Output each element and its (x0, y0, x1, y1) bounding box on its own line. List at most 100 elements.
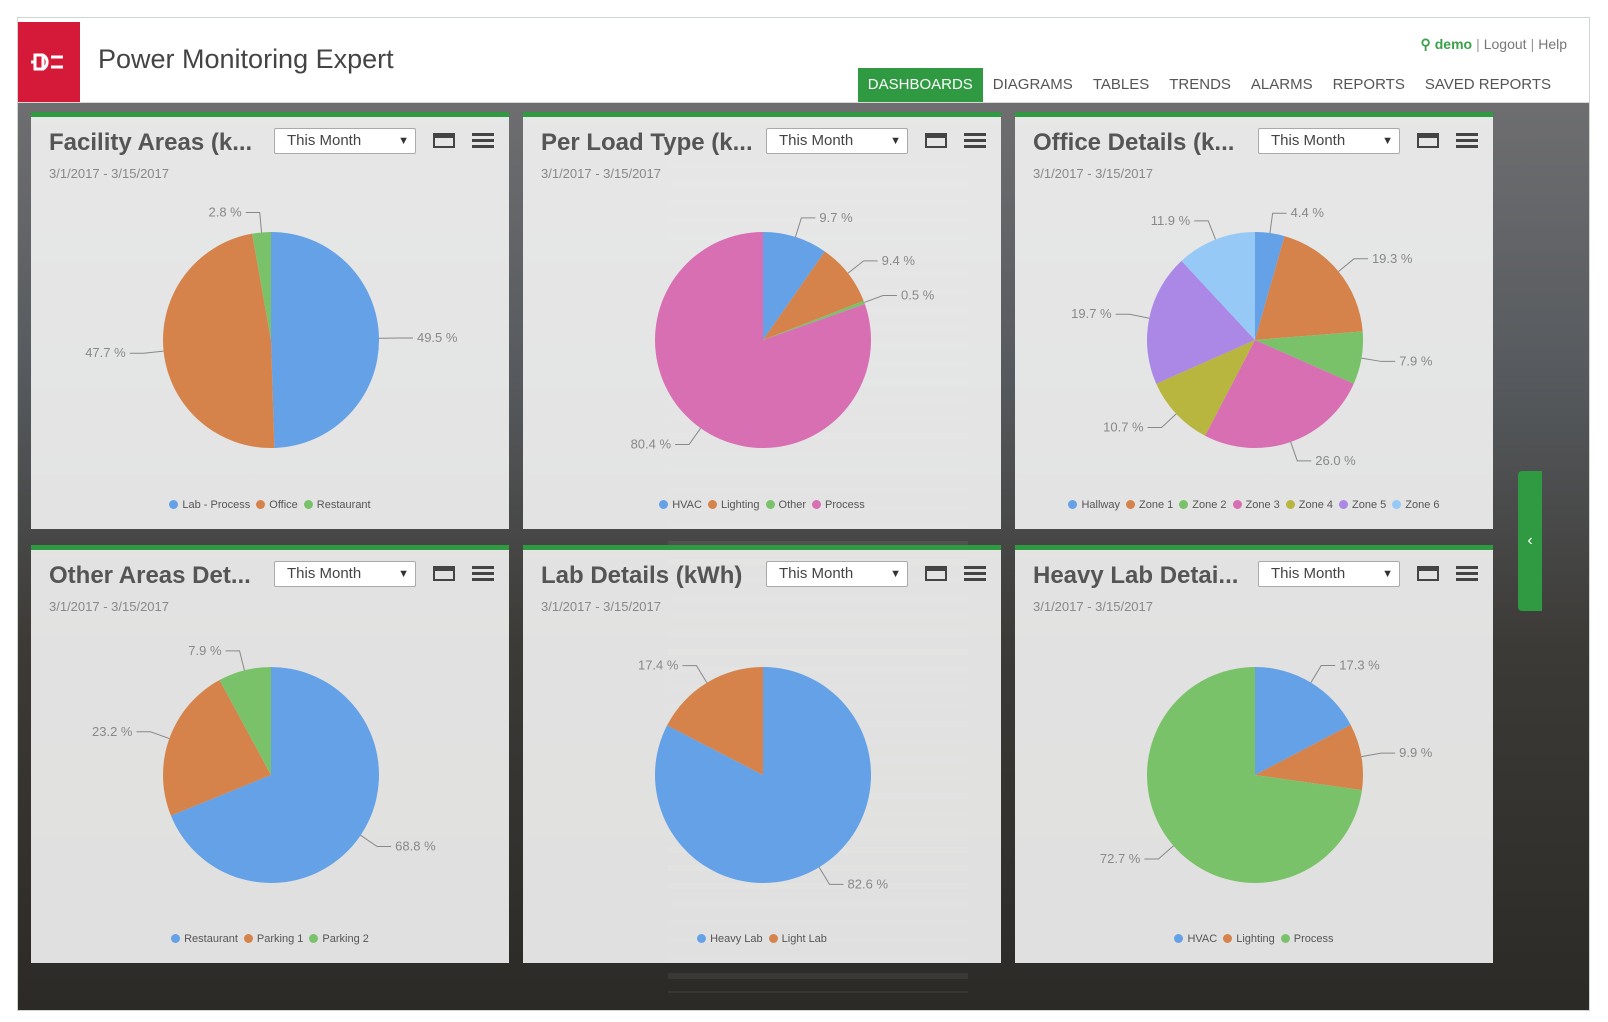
data-label: 23.2 % (92, 724, 133, 739)
tab-alarms[interactable]: ALARMS (1250, 76, 1313, 93)
pie-slice-light-lab[interactable] (667, 667, 763, 775)
pie-slice-zone-5[interactable] (1147, 260, 1255, 384)
legend-item[interactable]: Process (812, 499, 865, 511)
period-select[interactable]: This Month ▼ (1258, 128, 1400, 154)
legend-item[interactable]: Restaurant (303, 499, 371, 511)
legend-item[interactable]: Office (256, 499, 298, 511)
menu-icon[interactable] (1456, 133, 1478, 149)
legend-item[interactable]: Zone 5 (1339, 499, 1386, 511)
legend-item[interactable]: Lighting (707, 499, 760, 511)
pie-slice-zone-1[interactable] (1255, 236, 1363, 340)
maximize-icon[interactable] (1417, 566, 1439, 581)
legend-item[interactable]: Zone 4 (1285, 499, 1333, 511)
legend-item[interactable]: Restaurant (171, 933, 238, 945)
date-range: 3/1/2017 - 3/15/2017 (541, 166, 661, 181)
legend-item[interactable]: HVAC (1174, 933, 1217, 945)
legend-item[interactable]: Zone 2 (1179, 499, 1227, 511)
legend-label: Zone 6 (1405, 499, 1440, 511)
pie-slice-zone-3[interactable] (1205, 340, 1354, 448)
legend-item[interactable]: Heavy Lab (697, 933, 763, 945)
legend-label: HVAC (672, 499, 702, 511)
period-select[interactable]: This Month ▼ (274, 561, 416, 587)
logo[interactable] (18, 22, 80, 102)
legend-item[interactable]: Zone 1 (1126, 499, 1173, 511)
maximize-icon[interactable] (433, 566, 455, 581)
menu-icon[interactable] (472, 133, 494, 149)
legend-item[interactable]: Zone 6 (1392, 499, 1440, 511)
side-panel-toggle[interactable]: ‹ (1518, 471, 1542, 611)
tab-diagrams[interactable]: DIAGRAMS (992, 76, 1073, 93)
chart-legend: Lab - Process Office Restaurant (31, 499, 509, 511)
tab-trends[interactable]: TRENDS (1169, 76, 1231, 93)
data-label: 7.9 % (1399, 353, 1433, 368)
menu-icon[interactable] (964, 566, 986, 582)
pie-slice-hvac[interactable] (1255, 667, 1351, 775)
leader-line (1310, 664, 1336, 683)
legend-dot-icon (309, 934, 319, 943)
legend-label: Restaurant (184, 933, 238, 945)
pie-slice-zone-4[interactable] (1156, 340, 1255, 436)
pie-slice-lab-process[interactable] (271, 232, 380, 448)
maximize-icon[interactable] (925, 566, 947, 581)
legend-dot-icon (812, 500, 822, 509)
pie-slice-office[interactable] (162, 233, 275, 448)
pie-slice-process[interactable] (1147, 667, 1362, 883)
data-label: 9.9 % (1399, 745, 1433, 760)
caret-down-icon: ▼ (1382, 568, 1393, 580)
tab-reports[interactable]: REPORTS (1332, 76, 1405, 93)
legend-item[interactable]: Other (765, 499, 806, 511)
pie-slice-restaurant[interactable] (252, 232, 271, 340)
help-link[interactable]: Help (1538, 36, 1567, 52)
legend-item[interactable]: Parking 2 (309, 933, 369, 945)
maximize-icon[interactable] (433, 133, 455, 148)
tab-saved-reports[interactable]: SAVED REPORTS (1424, 76, 1551, 93)
maximize-icon[interactable] (1417, 133, 1439, 148)
pie-chart: 4.4 % 19.3 % 7.9 % 26.0 % 10.7 % 19.7 % 11.9 % (1015, 195, 1493, 495)
period-select[interactable]: This Month ▼ (766, 561, 908, 587)
maximize-icon[interactable] (925, 133, 947, 148)
pie-slice-process[interactable] (655, 232, 871, 448)
data-label: 4.4 % (1291, 205, 1325, 220)
pie-slice-hallway[interactable] (1255, 232, 1285, 340)
chart-legend: HVAC Lighting Process (1015, 933, 1493, 945)
legend-item[interactable]: Hallway (1068, 499, 1120, 511)
panel-title: Heavy Lab Detai... (1033, 562, 1239, 589)
period-select[interactable]: This Month ▼ (766, 128, 908, 154)
pie-chart: 82.6 % 17.4 % (523, 628, 1001, 928)
pie-slice-parking-1[interactable] (163, 680, 271, 816)
data-label: 47.7 % (85, 345, 126, 360)
pie-slice-lighting[interactable] (1255, 724, 1363, 791)
legend-item[interactable]: Light Lab (768, 933, 827, 945)
pie-slice-hvac[interactable] (763, 232, 825, 340)
pie-slice-restaurant[interactable] (170, 667, 379, 883)
pie-slice-other[interactable] (763, 300, 865, 340)
menu-icon[interactable] (1456, 566, 1478, 582)
legend-dot-icon (1392, 500, 1402, 509)
legend-item[interactable]: Zone 3 (1232, 499, 1280, 511)
legend-item[interactable]: Process (1280, 933, 1334, 945)
menu-icon[interactable] (964, 133, 986, 149)
pie-slice-lighting[interactable] (763, 251, 864, 340)
pie-slice-parking-2[interactable] (219, 667, 271, 775)
pie-svg: 17.3 % 9.9 % 72.7 % (1100, 657, 1433, 883)
menu-icon[interactable] (472, 566, 494, 582)
tab-dashboards[interactable]: DASHBOARDS (857, 68, 983, 102)
panel-lab-details: Lab Details (kWh) This Month ▼ 3/1/2017 -… (523, 545, 1001, 963)
legend-dot-icon (169, 500, 179, 509)
period-select[interactable]: This Month ▼ (274, 128, 416, 154)
legend-item[interactable]: Lab - Process (169, 499, 250, 511)
legend-item[interactable]: HVAC (659, 499, 702, 511)
leader-line (136, 731, 170, 740)
legend-label: Lighting (1236, 933, 1275, 945)
pie-slice-zone-6[interactable] (1181, 232, 1255, 340)
logout-link[interactable]: Logout (1483, 36, 1527, 52)
legend-item[interactable]: Lighting (1223, 933, 1275, 945)
tab-tables[interactable]: TABLES (1092, 76, 1150, 93)
period-select[interactable]: This Month ▼ (1258, 561, 1400, 587)
user-name-link[interactable]: demo (1434, 36, 1473, 52)
legend-item[interactable]: Parking 1 (243, 933, 303, 945)
data-label: 0.5 % (901, 288, 935, 303)
data-label: 9.4 % (882, 253, 916, 268)
data-label: 2.8 % (209, 204, 243, 219)
pie-slice-zone-2[interactable] (1255, 331, 1363, 384)
